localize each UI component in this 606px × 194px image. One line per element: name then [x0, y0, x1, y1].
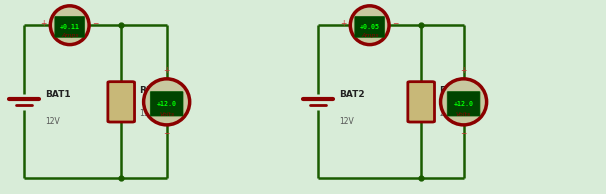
- Text: R1: R1: [139, 86, 153, 95]
- FancyBboxPatch shape: [150, 92, 183, 116]
- Text: +0.11: +0.11: [59, 24, 80, 30]
- FancyBboxPatch shape: [408, 82, 435, 122]
- FancyBboxPatch shape: [55, 16, 85, 37]
- Text: 110: 110: [139, 109, 154, 118]
- Text: Amps: Amps: [361, 33, 379, 38]
- Ellipse shape: [144, 79, 190, 125]
- Text: Volts: Volts: [456, 112, 471, 117]
- Text: −: −: [461, 129, 467, 138]
- Ellipse shape: [350, 6, 389, 45]
- Text: BAT1: BAT1: [45, 90, 71, 99]
- Text: 220: 220: [439, 109, 454, 118]
- Text: +12.0: +12.0: [156, 101, 177, 107]
- Text: +: +: [461, 66, 467, 74]
- Ellipse shape: [50, 6, 89, 45]
- Text: +: +: [40, 19, 46, 28]
- Text: +0.05: +0.05: [359, 24, 380, 30]
- Text: BAT2: BAT2: [339, 90, 365, 99]
- Text: −: −: [392, 19, 398, 28]
- Text: +: +: [340, 19, 346, 28]
- Text: +12.0: +12.0: [453, 101, 474, 107]
- Text: 12V: 12V: [339, 117, 354, 126]
- Text: Amps: Amps: [61, 33, 79, 38]
- Text: −: −: [164, 129, 170, 138]
- FancyBboxPatch shape: [355, 16, 385, 37]
- Text: Volts: Volts: [159, 112, 175, 117]
- Text: +: +: [164, 66, 170, 74]
- FancyBboxPatch shape: [447, 92, 480, 116]
- Text: −: −: [92, 19, 98, 28]
- Text: R2: R2: [439, 86, 453, 95]
- Ellipse shape: [441, 79, 487, 125]
- FancyBboxPatch shape: [108, 82, 135, 122]
- Text: 12V: 12V: [45, 117, 60, 126]
